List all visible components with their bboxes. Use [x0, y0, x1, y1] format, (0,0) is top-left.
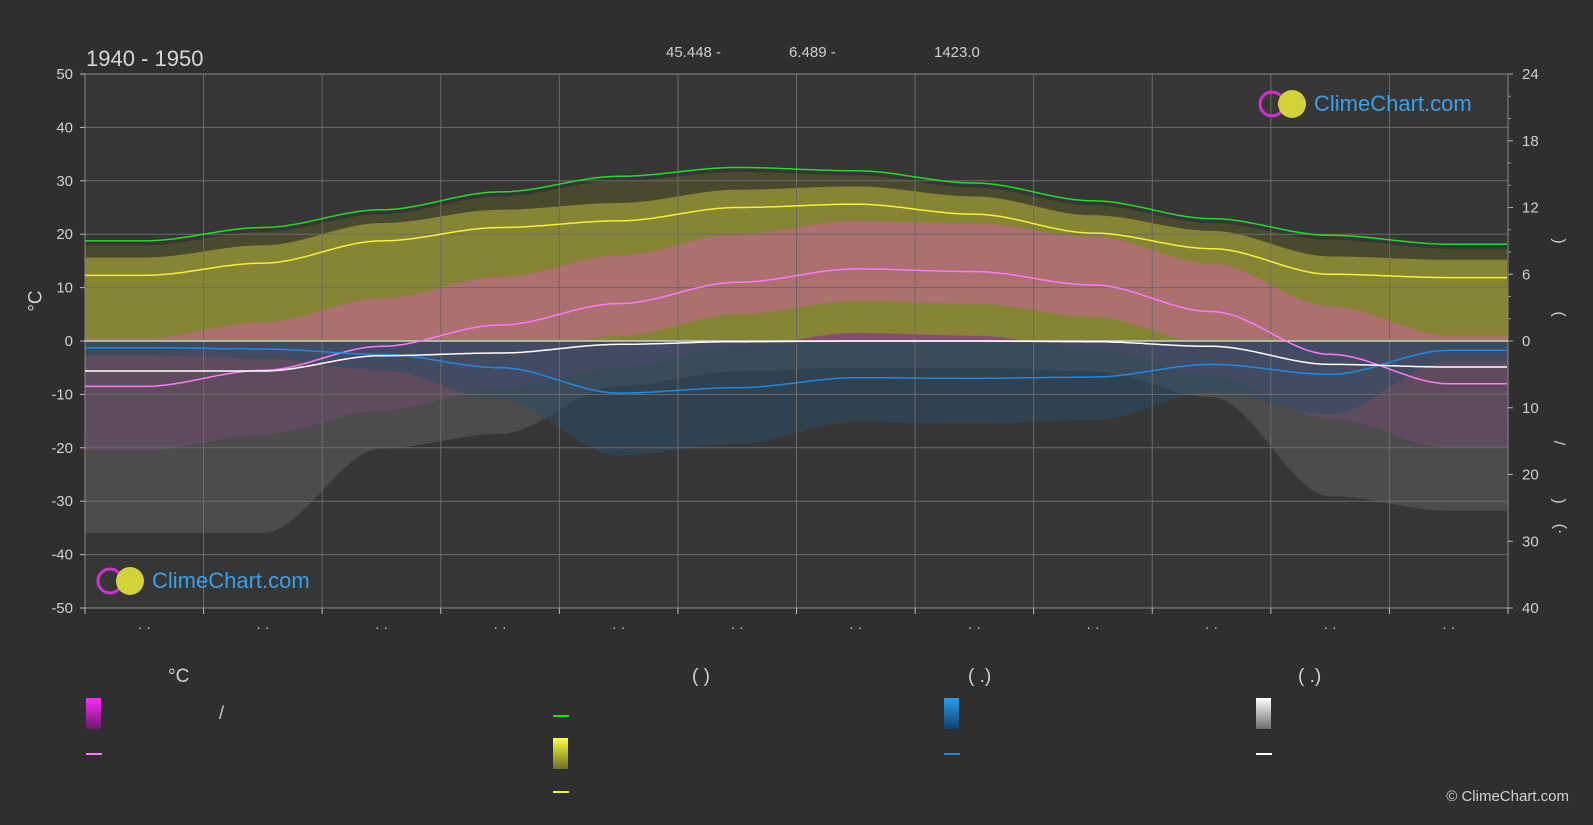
right-hours-tick-label: 12 [1522, 200, 1539, 217]
left-tick-label: -40 [51, 547, 73, 564]
right-precip-tick-label: 10 [1522, 400, 1539, 417]
left-axis-unit: °C [25, 290, 47, 312]
legend-sun-heading: ( ) [692, 666, 710, 687]
chart-lines [85, 166, 1507, 394]
month-tick-label: · · [375, 619, 388, 635]
legend-rain-line [944, 753, 960, 755]
mean-temperature-line [85, 268, 1507, 388]
longitude-label: 6.489 - [789, 44, 836, 61]
month-tick-label: · · [849, 619, 862, 635]
legend-rain-heading: ( .) [968, 666, 992, 687]
left-tick-label: -20 [51, 440, 73, 457]
legend-sunshine-line [553, 791, 569, 793]
legend-snow-swatch [1256, 698, 1271, 729]
chart-title: 1940 - 1950 [86, 46, 204, 71]
legend-snow-line [1256, 753, 1272, 755]
month-tick-label: · · [256, 619, 269, 635]
sunshine-line [85, 203, 1507, 279]
logo-icon [1258, 90, 1306, 118]
right-axis-label-4: ) [1550, 498, 1568, 504]
left-tick-label: -30 [51, 493, 73, 510]
legend-snow-heading: ( .) [1298, 666, 1322, 687]
legend-slash: / [219, 703, 225, 723]
left-tick-label: 30 [56, 173, 73, 190]
month-tick-label: · · [1205, 619, 1218, 635]
right-axis-label-1: ) [1550, 238, 1568, 244]
brand-logo-top[interactable]: ClimeChart.com [1258, 88, 1472, 120]
legend-temp-range-swatch [86, 698, 101, 729]
month-tick-label: · · [612, 619, 625, 635]
axis-ticks: 50 40 30 20 10 0 -10 -20 -30 -40 -50 24 18 12 6 0 10 20 30… [51, 66, 1538, 635]
right-axis-label-5: (· [1551, 523, 1569, 535]
month-tick-label: · · [968, 619, 981, 635]
right-axis-label-2: ( [1550, 311, 1568, 317]
rain-line [85, 346, 1507, 394]
left-tick-label: 10 [56, 280, 73, 297]
legend-temperature-heading: °C [168, 666, 190, 687]
left-tick-label: -10 [51, 386, 73, 403]
brand-name: ClimeChart.com [1314, 91, 1472, 116]
month-tick-label: · · [1324, 619, 1337, 635]
brand-logo-bottom[interactable]: ClimeChart.com [96, 565, 310, 597]
left-tick-label: -50 [51, 600, 73, 617]
right-hours-tick-label: 24 [1522, 66, 1539, 83]
brand-name: ClimeChart.com [152, 568, 310, 593]
left-tick-label: 40 [56, 119, 73, 136]
left-tick-label: 0 [65, 333, 73, 350]
elevation-label: 1423.0 [934, 44, 980, 61]
copyright: © ClimeChart.com [1446, 788, 1569, 805]
month-tick-label: · · [1442, 619, 1455, 635]
legend-sunshine-swatch [553, 738, 568, 769]
right-hours-tick-label: 0 [1522, 333, 1530, 350]
month-tick-label: · · [138, 619, 151, 635]
right-hours-tick-label: 18 [1522, 133, 1539, 150]
month-tick-label: · · [1086, 619, 1099, 635]
left-tick-label: 20 [56, 226, 73, 243]
legend-mean-temp-line [86, 753, 102, 755]
latitude-label: 45.448 - [666, 44, 722, 61]
month-tick-label: · · [731, 619, 744, 635]
left-tick-label: 50 [56, 66, 73, 83]
right-precip-tick-label: 30 [1522, 533, 1539, 550]
right-hours-tick-label: 6 [1522, 266, 1530, 283]
daylight-line [85, 166, 1507, 245]
legend-rain-swatch [944, 698, 959, 729]
logo-icon [96, 567, 144, 595]
snow-line [85, 340, 1507, 372]
legend-daylight-line [553, 715, 569, 717]
month-tick-label: · · [493, 619, 506, 635]
right-axis-label-3: / [1550, 440, 1568, 446]
right-precip-tick-label: 40 [1522, 600, 1539, 617]
right-precip-tick-label: 20 [1522, 467, 1539, 484]
